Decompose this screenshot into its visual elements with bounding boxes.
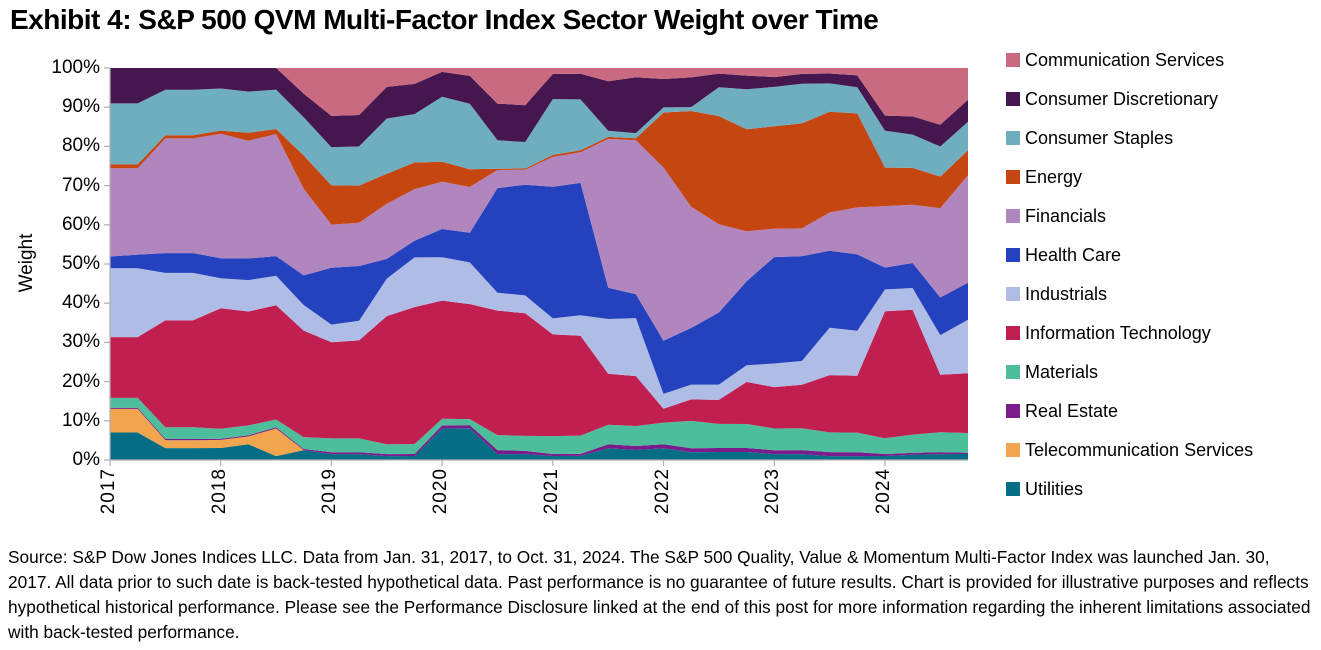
- x-tick-label-2022: 2022: [651, 468, 673, 515]
- legend-label-utilities: Utilities: [1025, 478, 1084, 499]
- legend-item-materials: Materials: [1006, 359, 1253, 385]
- legend-label-information-technology: Information Technology: [1025, 322, 1211, 343]
- y-tick-label-20pct: 20%: [61, 370, 100, 392]
- legend-label-energy: Energy: [1025, 166, 1083, 187]
- legend-item-utilities: Utilities: [1006, 476, 1253, 502]
- area-consumer-staples: [110, 83, 968, 186]
- legend: Communication Services Consumer Discretio…: [1006, 47, 1253, 515]
- x-tick-label-2021: 2021: [540, 468, 562, 515]
- area-communication-services: [110, 68, 968, 125]
- y-tick-label-60pct: 60%: [61, 213, 100, 235]
- legend-item-consumer-discretionary: Consumer Discretionary: [1006, 86, 1253, 112]
- legend-item-real-estate: Real Estate: [1006, 398, 1253, 424]
- y-tick-label-70pct: 70%: [61, 174, 100, 196]
- legend-swatch-consumer-staples: [1006, 131, 1020, 145]
- area-information-technology: [110, 300, 968, 445]
- y-tick-label-0pct: 0%: [72, 449, 100, 470]
- legend-label-consumer-discretionary: Consumer Discretionary: [1025, 88, 1219, 109]
- legend-swatch-telecommunication-services: [1006, 443, 1020, 457]
- legend-label-real-estate: Real Estate: [1025, 400, 1119, 421]
- chart-title: Exhibit 4: S&P 500 QVM Multi-Factor Inde…: [10, 4, 879, 35]
- y-tick-label-50pct: 50%: [61, 253, 100, 274]
- area-real-estate: [110, 407, 968, 457]
- legend-swatch-health-care: [1006, 248, 1020, 262]
- legend-swatch-real-estate: [1006, 404, 1020, 418]
- area-financials: [110, 133, 968, 341]
- legend-item-health-care: Health Care: [1006, 242, 1253, 268]
- legend-swatch-information-technology: [1006, 326, 1020, 340]
- x-tick-label-2020: 2020: [430, 468, 452, 515]
- legend-swatch-energy: [1006, 170, 1020, 184]
- legend-label-telecommunication-services: Telecommunication Services: [1025, 439, 1254, 460]
- legend-swatch-utilities: [1006, 482, 1020, 496]
- legend-item-industrials: Industrials: [1006, 281, 1253, 307]
- legend-swatch-materials: [1006, 365, 1020, 379]
- x-tick-label-2023: 2023: [762, 468, 784, 515]
- legend-swatch-financials: [1006, 209, 1020, 223]
- source-disclaimer-text: Source: S&P Dow Jones Indices LLC. Data …: [8, 547, 1311, 642]
- legend-item-communication-services: Communication Services: [1006, 47, 1253, 73]
- y-tick-label-30pct: 30%: [61, 331, 100, 353]
- x-tick-label-2019: 2019: [319, 468, 341, 515]
- legend-swatch-consumer-discretionary: [1006, 92, 1020, 106]
- legend-swatch-communication-services: [1006, 53, 1020, 67]
- legend-item-consumer-staples: Consumer Staples: [1006, 125, 1253, 151]
- y-tick-label-40pct: 40%: [61, 292, 100, 314]
- legend-label-financials: Financials: [1025, 205, 1107, 226]
- area-consumer-discretionary: [110, 68, 968, 148]
- y-tick-label-100pct: 100%: [51, 57, 100, 78]
- y-tick-label-10pct: 10%: [61, 409, 100, 431]
- legend-item-telecommunication-services: Telecommunication Services: [1006, 437, 1253, 463]
- x-tick-label-2024: 2024: [872, 468, 894, 515]
- x-tick-label-2017: 2017: [98, 468, 119, 515]
- legend-label-materials: Materials: [1025, 361, 1099, 382]
- area-utilities: [110, 428, 968, 460]
- legend-item-financials: Financials: [1006, 203, 1253, 229]
- y-tick-label-80pct: 80%: [61, 135, 100, 157]
- legend-label-health-care: Health Care: [1025, 244, 1122, 265]
- legend-swatch-industrials: [1006, 287, 1020, 301]
- legend-item-energy: Energy: [1006, 164, 1253, 190]
- y-tick-label-90pct: 90%: [61, 96, 100, 118]
- legend-label-communication-services: Communication Services: [1025, 49, 1225, 70]
- legend-item-information-technology: Information Technology: [1006, 320, 1253, 346]
- legend-label-industrials: Industrials: [1025, 283, 1108, 304]
- area-energy: [110, 111, 968, 232]
- legend-label-consumer-staples: Consumer Staples: [1025, 127, 1174, 148]
- area-health-care: [110, 182, 968, 394]
- x-tick-label-2018: 2018: [208, 468, 230, 515]
- area-industrials: [110, 257, 968, 409]
- area-materials: [110, 397, 968, 455]
